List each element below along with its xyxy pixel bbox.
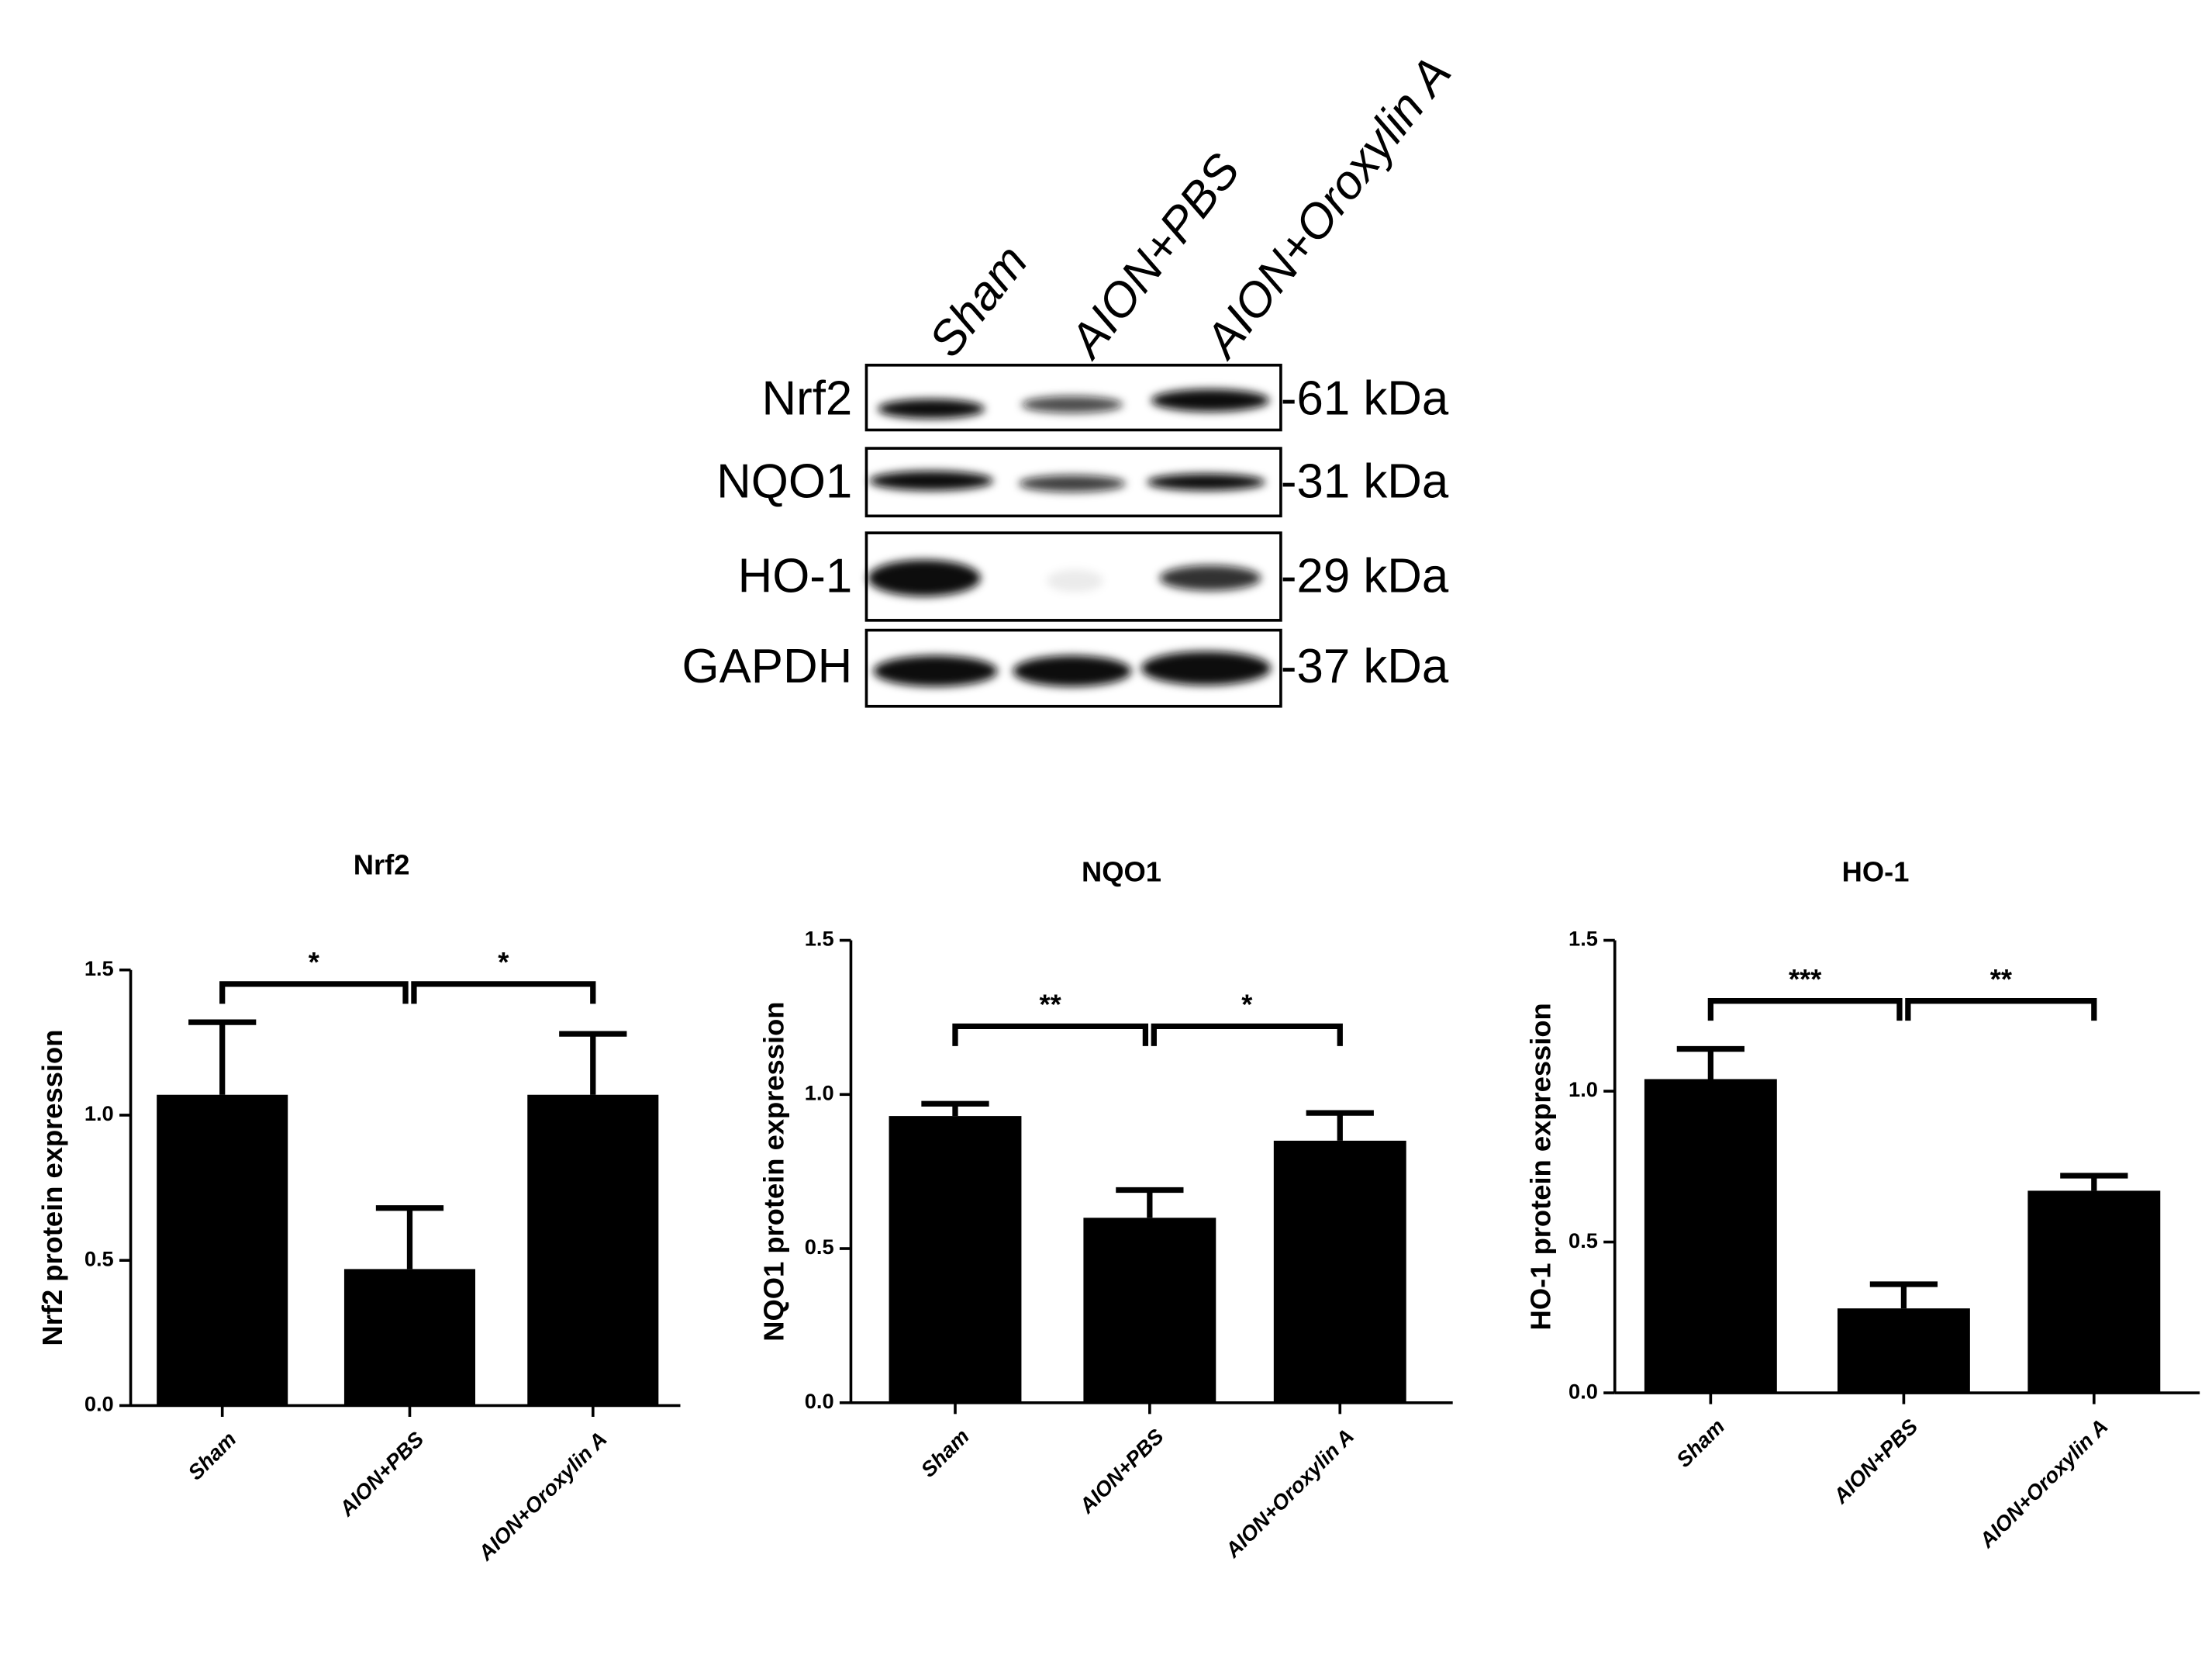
x-tick-label: Sham bbox=[916, 1424, 973, 1481]
chart-title: HO-1 bbox=[1842, 856, 1910, 888]
band bbox=[878, 399, 985, 419]
x-tick-label: AION+Oroxylin A bbox=[473, 1427, 612, 1566]
error-bar bbox=[2060, 1173, 2128, 1191]
blot-frame bbox=[864, 364, 1282, 432]
significance-bracket bbox=[1905, 998, 2097, 1021]
bar bbox=[527, 1094, 659, 1406]
error-bar bbox=[921, 1100, 989, 1117]
bar bbox=[1837, 1308, 1970, 1394]
significance-bracket bbox=[1151, 1023, 1343, 1046]
chart-title: Nrf2 bbox=[354, 849, 410, 881]
y-tick-label: 1.5 bbox=[85, 956, 114, 980]
significance-label: * bbox=[498, 946, 509, 978]
y-axis-label: HO-1 protein expression bbox=[1525, 1003, 1557, 1330]
y-tick-label: 1.0 bbox=[85, 1101, 114, 1125]
bar bbox=[889, 1116, 1022, 1403]
y-tick-label: 0.5 bbox=[805, 1235, 834, 1259]
x-tick-label: AION+PBS bbox=[1074, 1424, 1168, 1518]
significance-label: * bbox=[1241, 989, 1253, 1021]
y-axis-label: NQO1 protein expression bbox=[758, 1002, 790, 1342]
blot-bands bbox=[868, 389, 1272, 687]
band bbox=[868, 559, 981, 596]
bar-chart: NQO1 NQO1 protein expression 0.0 0.5 1.0 1.5 S… bbox=[758, 856, 1453, 1563]
error-bar bbox=[375, 1205, 444, 1270]
error-bar bbox=[1676, 1045, 1744, 1080]
x-tick-label: Sham bbox=[1672, 1414, 1729, 1471]
y-tick-label: 1.0 bbox=[1568, 1077, 1598, 1101]
bar bbox=[2027, 1190, 2161, 1394]
error-bar bbox=[559, 1031, 627, 1095]
size-label: -31 kDa bbox=[1281, 455, 1449, 509]
band bbox=[1018, 475, 1126, 492]
x-tick-label: AION+Oroxylin A bbox=[1220, 1424, 1358, 1563]
y-tick-label: 1.5 bbox=[805, 927, 834, 951]
bar-chart: HO-1 HO-1 protein expression 0.0 0.5 1.0 1.5 S… bbox=[1525, 856, 2200, 1553]
x-tick-label: AION+Oroxylin A bbox=[1974, 1414, 2113, 1553]
protein-label: Nrf2 bbox=[762, 371, 853, 425]
chart-title: NQO1 bbox=[1082, 856, 1161, 888]
western-blot: Nrf2 -61 kDa NQO1 -31 kDa HO-1 -29 kDa GAPDH -3… bbox=[682, 47, 1461, 708]
blot-frame bbox=[864, 628, 1282, 708]
size-label: -37 kDa bbox=[1281, 640, 1449, 693]
y-tick-label: 1.5 bbox=[1568, 927, 1598, 951]
error-bar bbox=[1306, 1110, 1374, 1141]
y-axis-label: Nrf2 protein expression bbox=[36, 1030, 68, 1346]
y-tick-label: 0.0 bbox=[1568, 1379, 1598, 1403]
band bbox=[1021, 396, 1123, 413]
band bbox=[1159, 565, 1261, 591]
bar bbox=[1273, 1140, 1406, 1403]
significance-label: ** bbox=[1040, 989, 1062, 1021]
size-label: -61 kDa bbox=[1281, 371, 1449, 425]
size-label: -29 kDa bbox=[1281, 549, 1449, 603]
significance-label: ** bbox=[1990, 963, 2013, 995]
band bbox=[1151, 389, 1270, 412]
blot-frame bbox=[864, 447, 1282, 518]
significance-label: * bbox=[309, 946, 320, 978]
x-tick-label: Sham bbox=[183, 1427, 240, 1484]
significance-bracket bbox=[411, 981, 596, 1004]
protein-label: GAPDH bbox=[682, 640, 853, 693]
bar bbox=[1083, 1218, 1216, 1403]
y-tick-label: 0.5 bbox=[85, 1246, 114, 1270]
protein-label: NQO1 bbox=[716, 455, 852, 509]
band bbox=[1147, 473, 1265, 491]
protein-label: HO-1 bbox=[738, 549, 853, 603]
y-tick-label: 0.5 bbox=[1568, 1228, 1598, 1252]
error-bar bbox=[1869, 1281, 1938, 1309]
blot-frame bbox=[864, 531, 1282, 622]
bar-chart: Nrf2 Nrf2 protein expression 0.0 0.5 1.0 1.5 S… bbox=[36, 849, 681, 1566]
significance-label: *** bbox=[1789, 963, 1822, 995]
significance-bracket bbox=[1707, 998, 1903, 1021]
x-tick-label: AION+PBS bbox=[334, 1427, 429, 1522]
band bbox=[1013, 655, 1132, 687]
significance-bracket bbox=[952, 1023, 1149, 1046]
x-tick-label: AION+PBS bbox=[1828, 1414, 1923, 1508]
error-bar bbox=[188, 1019, 257, 1095]
band bbox=[873, 655, 998, 687]
band bbox=[1047, 569, 1103, 592]
band bbox=[869, 471, 994, 491]
lane-label: AION+Oroxylin A bbox=[1193, 47, 1461, 369]
y-tick-label: 0.0 bbox=[85, 1392, 114, 1416]
bar bbox=[343, 1269, 476, 1406]
band bbox=[1141, 651, 1272, 686]
bar bbox=[157, 1094, 288, 1406]
bar bbox=[1644, 1079, 1777, 1394]
y-tick-label: 0.0 bbox=[805, 1389, 834, 1413]
y-tick-label: 1.0 bbox=[805, 1080, 834, 1104]
lane-label: Sham bbox=[919, 235, 1038, 367]
error-bar bbox=[1116, 1187, 1184, 1218]
significance-bracket bbox=[219, 981, 409, 1004]
